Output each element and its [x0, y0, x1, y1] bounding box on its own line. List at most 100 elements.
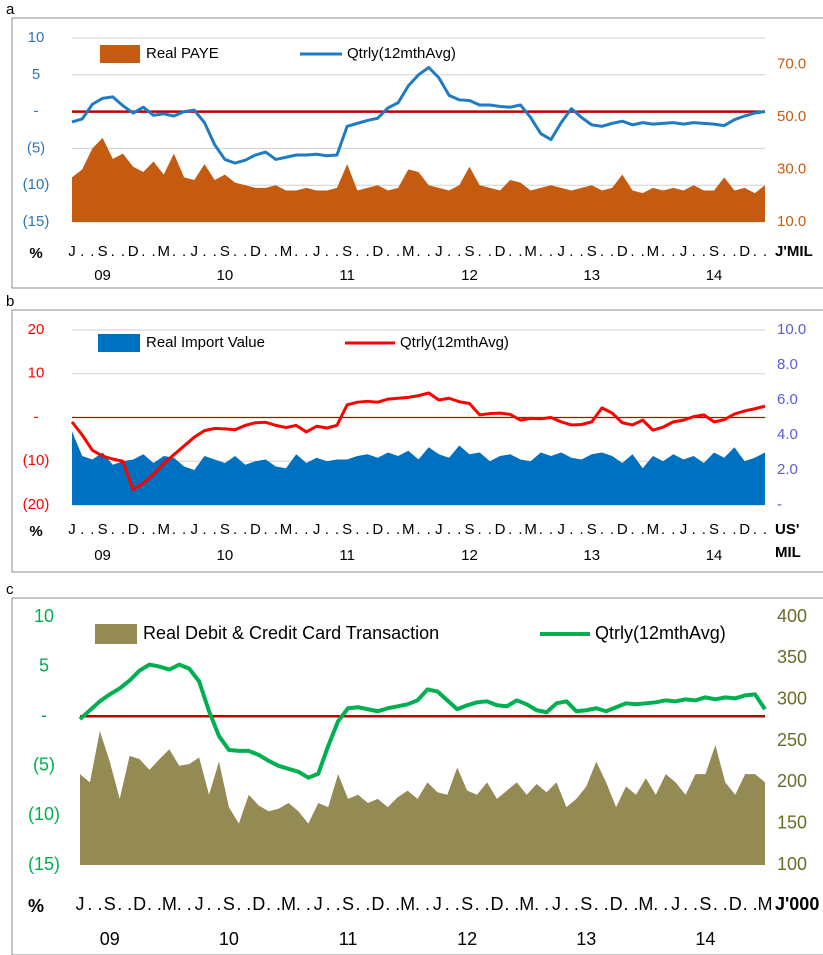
year-label: 13: [583, 267, 600, 284]
x-tick-label: .: [427, 521, 431, 538]
x-tick-label: .: [335, 521, 339, 538]
x-tick-label: .: [151, 521, 155, 538]
x-tick-label: D: [371, 894, 384, 914]
x-tick-label: .: [723, 894, 728, 914]
x-tick-label: .: [127, 894, 132, 914]
x-tick-label: .: [157, 894, 162, 914]
x-tick-label: .: [549, 243, 553, 260]
chart-panel: c 10 5 - (5) (10) (15) 400 350 300 250 200 150 100 J..…: [6, 581, 823, 955]
y-tick-label: 20: [28, 321, 45, 338]
x-tick-label: .: [172, 243, 176, 260]
x-tick-label: .: [264, 243, 268, 260]
x-tick-label: M: [524, 243, 537, 260]
x-tick-label: .: [182, 243, 186, 260]
year-label: 14: [706, 267, 723, 284]
x-tick-label: .: [111, 243, 115, 260]
x-tick-label: .: [475, 894, 480, 914]
y2-tick-label: 6.0: [777, 391, 798, 408]
x-tick-label: .: [187, 894, 192, 914]
panel-label: c: [6, 581, 14, 598]
x-tick-label: .: [236, 894, 241, 914]
x-tick-label: .: [743, 894, 748, 914]
x-tick-label: .: [304, 243, 308, 260]
x-tick-label: J: [557, 521, 565, 538]
y-tick-label: 5: [32, 66, 40, 83]
x-tick-label: .: [121, 243, 125, 260]
y-tick-label: (15): [28, 854, 60, 874]
x-tick-label: .: [539, 243, 543, 260]
year-label: 10: [217, 547, 234, 564]
x-tick-label: .: [579, 521, 583, 538]
x-tick-label: .: [202, 243, 206, 260]
y-tick-label: 10: [28, 29, 45, 46]
x-tick-label: .: [722, 521, 726, 538]
legend-label: Real Debit & Credit Card Transaction: [143, 623, 439, 643]
x-tick-label: .: [335, 243, 339, 260]
y-tick-label: (20): [23, 496, 50, 513]
y-tick-label: (15): [23, 213, 50, 230]
x-tick-label: J: [680, 521, 688, 538]
x-tick-label: S: [464, 521, 474, 538]
x-tick-label: .: [447, 243, 451, 260]
x-tick-label: .: [294, 243, 298, 260]
x-tick-label: M: [647, 521, 660, 538]
x-tick-label: D: [729, 894, 742, 914]
x-tick-label: .: [385, 894, 390, 914]
x-tick-label: J: [557, 243, 565, 260]
line: [78, 662, 767, 780]
x-tick-label: .: [753, 521, 757, 538]
x-tick-label: .: [508, 243, 512, 260]
x-tick-label: .: [274, 243, 278, 260]
x-tick-label: D: [610, 894, 623, 914]
x-tick-label: D: [617, 243, 628, 260]
x-tick-label: J: [552, 894, 561, 914]
x-tick-label: .: [539, 521, 543, 538]
x-tick-label: .: [671, 521, 675, 538]
x-tick-label: .: [386, 243, 390, 260]
x-tick-label: .: [141, 243, 145, 260]
x-tick-label: J: [435, 521, 443, 538]
year-label: 13: [583, 547, 600, 564]
x-tick-label: .: [518, 243, 522, 260]
x-tick-label: .: [213, 243, 217, 260]
year-label: 11: [339, 547, 355, 564]
x-tick-label: .: [630, 243, 634, 260]
y2-tick-label: 70.0: [777, 55, 806, 72]
x-tick-label: D: [252, 894, 265, 914]
x-tick-label: M: [524, 521, 537, 538]
year-label: 14: [695, 929, 715, 949]
x-tick-label: .: [455, 894, 460, 914]
x-tick-label: D: [490, 894, 503, 914]
x-tick-label: .: [661, 243, 665, 260]
x-tick-label: J: [195, 894, 204, 914]
x-tick-label: .: [569, 243, 573, 260]
x-tick-label: .: [207, 894, 212, 914]
x-tick-label: J: [76, 894, 85, 914]
x-tick-label: M: [647, 243, 660, 260]
x-tick-label: .: [336, 894, 341, 914]
line: [71, 65, 766, 165]
x-tick-label: S: [709, 243, 719, 260]
x-tick-label: M: [280, 521, 293, 538]
x-tick-label: .: [445, 894, 450, 914]
x-tick-label: .: [633, 894, 638, 914]
x-tick-label: .: [425, 894, 430, 914]
x-tick-label: .: [600, 243, 604, 260]
y2-tick-label: 50.0: [777, 108, 806, 125]
y-tick-label: -: [34, 408, 39, 425]
x-tick-label: S: [699, 894, 711, 914]
y2-axis-unit: US': [775, 521, 799, 538]
x-tick-label: .: [763, 243, 767, 260]
x-tick-label: .: [518, 521, 522, 538]
x-tick-label: .: [326, 894, 331, 914]
x-tick-label: D: [128, 521, 139, 538]
x-tick-label: .: [514, 894, 519, 914]
x-tick-label: .: [233, 521, 237, 538]
x-tick-label: .: [395, 894, 400, 914]
y-tick-label: 10: [28, 365, 45, 382]
x-tick-label: .: [416, 521, 420, 538]
x-tick-label: .: [544, 894, 549, 914]
x-tick-label: J: [68, 243, 76, 260]
